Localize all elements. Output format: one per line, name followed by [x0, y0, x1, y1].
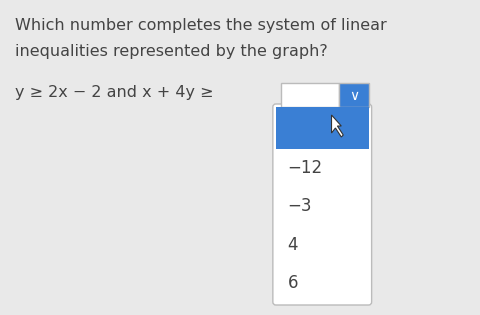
Text: −3: −3: [287, 198, 312, 215]
Text: Which number completes the system of linear: Which number completes the system of lin…: [14, 18, 385, 33]
Text: −12: −12: [287, 159, 322, 177]
Text: y ≥ 2x − 2 and x + 4y ≥: y ≥ 2x − 2 and x + 4y ≥: [14, 85, 213, 100]
Polygon shape: [331, 115, 343, 137]
FancyBboxPatch shape: [272, 104, 371, 305]
Text: ∨: ∨: [348, 89, 359, 103]
Bar: [275, 107, 368, 149]
Bar: [339, 83, 368, 107]
Text: inequalities represented by the graph?: inequalities represented by the graph?: [14, 44, 327, 59]
Text: 4: 4: [287, 236, 298, 254]
Text: 6: 6: [287, 274, 298, 292]
Bar: [280, 83, 339, 107]
